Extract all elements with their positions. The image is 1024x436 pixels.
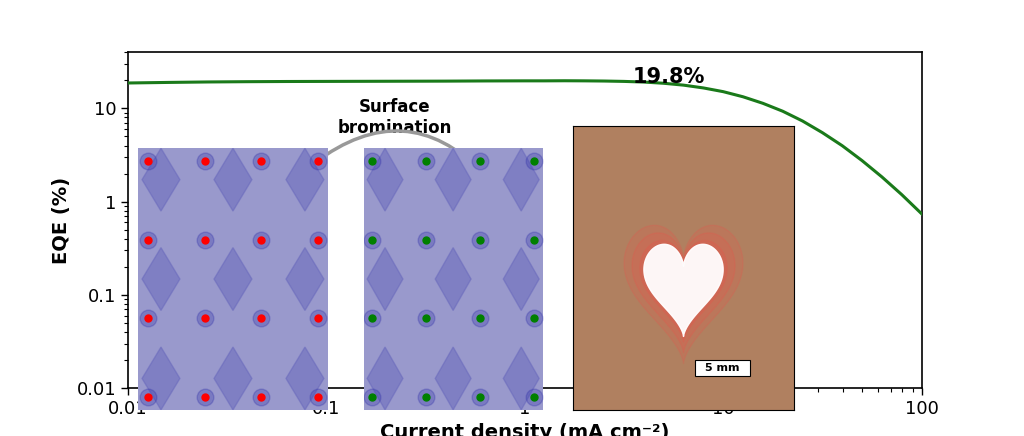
Polygon shape	[142, 148, 180, 211]
Polygon shape	[214, 148, 252, 211]
Polygon shape	[286, 347, 324, 410]
Polygon shape	[504, 347, 539, 410]
Text: 5 mm: 5 mm	[705, 363, 739, 373]
Polygon shape	[286, 148, 324, 211]
Polygon shape	[142, 248, 180, 310]
Polygon shape	[632, 233, 735, 353]
Polygon shape	[644, 244, 723, 337]
Polygon shape	[435, 347, 471, 410]
Polygon shape	[214, 347, 252, 410]
Polygon shape	[435, 148, 471, 211]
Polygon shape	[286, 248, 324, 310]
Text: Surface
bromination: Surface bromination	[337, 98, 452, 137]
Polygon shape	[504, 148, 539, 211]
X-axis label: Current density (mA cm⁻²): Current density (mA cm⁻²)	[380, 423, 670, 436]
Polygon shape	[435, 248, 471, 310]
Polygon shape	[367, 148, 403, 211]
Polygon shape	[644, 244, 723, 337]
Y-axis label: EQE (%): EQE (%)	[52, 177, 71, 264]
Polygon shape	[214, 248, 252, 310]
FancyBboxPatch shape	[694, 360, 750, 376]
Polygon shape	[504, 248, 539, 310]
Polygon shape	[640, 241, 727, 342]
Polygon shape	[367, 248, 403, 310]
Polygon shape	[367, 347, 403, 410]
Polygon shape	[624, 225, 743, 364]
Polygon shape	[142, 347, 180, 410]
Text: 19.8%: 19.8%	[633, 67, 706, 86]
